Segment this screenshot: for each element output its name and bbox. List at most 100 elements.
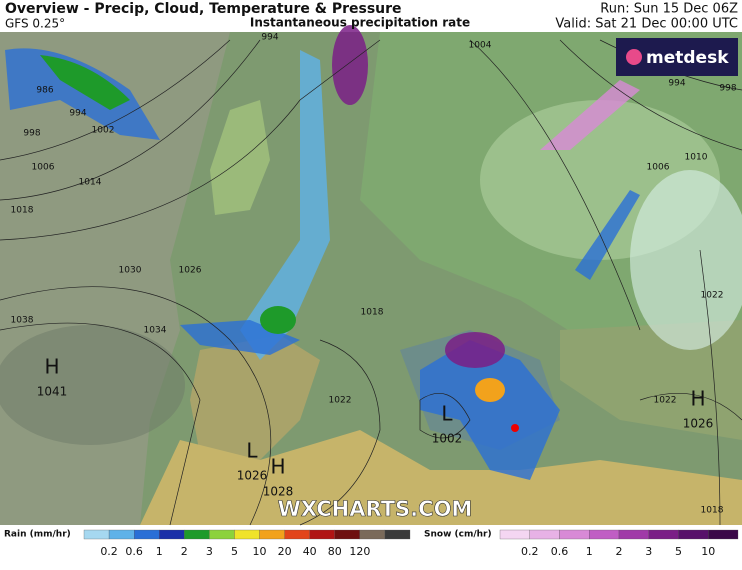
pressure-center-type: H	[44, 355, 59, 379]
pressure-center-value: 1002	[432, 432, 463, 446]
precip	[475, 378, 505, 402]
precip	[240, 50, 330, 360]
legend-label: 2	[616, 545, 623, 558]
valid: Valid: Sat 21 Dec 00:00 UTC	[555, 17, 738, 32]
legend-swatch	[309, 529, 335, 540]
legend-swatch	[708, 529, 739, 540]
legend-swatch	[234, 529, 260, 540]
precip	[420, 340, 560, 480]
isobar-label: 986	[36, 86, 53, 96]
legend-swatch	[589, 529, 620, 540]
run: Run: Sun 15 Dec 06Z	[600, 2, 738, 17]
isobar-label: 1018	[11, 206, 34, 216]
legend-swatch	[284, 529, 310, 540]
isobar-label: 994	[69, 109, 86, 119]
precip	[575, 190, 640, 280]
legend-swatch	[184, 529, 210, 540]
isobar-label: 1006	[32, 163, 55, 173]
legend-label: 5	[231, 545, 238, 558]
britain	[210, 100, 270, 215]
precip	[260, 306, 296, 334]
snow-legend-title: Snow (cm/hr)	[424, 530, 492, 540]
isobar-label: 1034	[144, 326, 167, 336]
isobar-label: 1010	[685, 153, 708, 163]
legend-label: 3	[645, 545, 652, 558]
africa	[140, 430, 742, 525]
isobar-label: 1022	[701, 291, 724, 301]
legend-label: 2	[181, 545, 188, 558]
isobar-label: 1022	[329, 396, 352, 406]
precip	[40, 55, 130, 110]
cloud	[0, 325, 185, 445]
model: GFS 0.25°	[5, 17, 65, 31]
legend-swatch	[648, 529, 679, 540]
legend-swatch	[384, 529, 411, 540]
legend-label: 10	[701, 545, 715, 558]
isobars	[0, 39, 742, 526]
pressure-center-value: 1026	[237, 469, 268, 483]
snow	[445, 332, 505, 368]
isobar-label: 1022	[654, 396, 677, 406]
legend-label: 0.2	[100, 545, 118, 558]
isobar-label: 998	[719, 84, 736, 94]
pressure-center-type: H	[690, 387, 705, 411]
legend-swatch	[134, 529, 160, 540]
legend-swatch	[209, 529, 235, 540]
pressure-center-type: H	[270, 455, 285, 479]
legend-label: 120	[349, 545, 370, 558]
precip	[5, 48, 160, 141]
subtitle: Instantaneous precipitation rate	[250, 16, 470, 30]
legend-label: 1	[586, 545, 593, 558]
legend-label: 0.6	[125, 545, 143, 558]
isobar-label: 1014	[79, 178, 102, 188]
map	[0, 25, 742, 526]
pressure-center-value: 1026	[683, 417, 714, 431]
marker	[511, 424, 519, 432]
isobar-label: 1018	[361, 308, 384, 318]
legend-label: 10	[253, 545, 267, 558]
pressure-center-value: 1028	[263, 485, 294, 499]
isobar-label: 1030	[119, 266, 142, 276]
legend-label: 80	[328, 545, 342, 558]
legend-label: 0.2	[521, 545, 539, 558]
pressure-center-type: L	[246, 439, 258, 463]
legend-swatch	[334, 529, 360, 540]
pressure-center-value: 1041	[37, 385, 68, 399]
legend-swatch	[678, 529, 709, 540]
legend-label: 0.6	[551, 545, 569, 558]
legend-swatch	[359, 529, 386, 540]
isobar-label: 1018	[701, 506, 724, 516]
cloud	[630, 170, 742, 350]
legend-swatch	[83, 529, 110, 540]
legend-swatch	[559, 529, 590, 540]
logo-icon	[626, 49, 642, 65]
snow	[332, 25, 368, 105]
legend-label: 3	[206, 545, 213, 558]
legend-label: 20	[278, 545, 292, 558]
legend-label: 40	[303, 545, 317, 558]
isobar-label: 998	[23, 129, 40, 139]
legend-swatch	[618, 529, 649, 540]
iberia	[190, 335, 320, 470]
isobar-label: 1004	[469, 41, 492, 51]
isobar-label: 1026	[179, 266, 202, 276]
isobar-label: 1006	[647, 163, 670, 173]
rain-legend-title: Rain (mm/hr)	[4, 530, 71, 540]
legend-swatch	[529, 529, 560, 540]
legend-swatch	[499, 529, 530, 540]
legend-swatch	[108, 529, 135, 540]
legend-swatch	[259, 529, 285, 540]
logo: metdesk	[646, 48, 729, 68]
isobar-label: 1002	[92, 126, 115, 136]
isobar-label: 994	[668, 79, 685, 89]
isobar-label: 994	[261, 33, 278, 43]
title: Overview - Precip, Cloud, Temperature & …	[5, 1, 402, 17]
legend-label: 5	[675, 545, 682, 558]
snow	[540, 80, 640, 150]
legend-label: 1	[156, 545, 163, 558]
legend-swatch	[159, 529, 185, 540]
pressure-center-type: L	[441, 402, 453, 426]
watermark: WXCHARTS.COM	[278, 497, 473, 521]
turkey	[560, 320, 742, 440]
